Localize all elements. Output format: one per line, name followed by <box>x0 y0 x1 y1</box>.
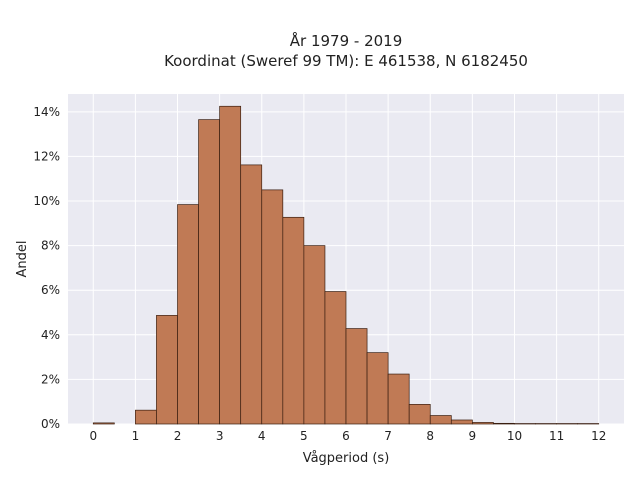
x-tick-label: 6 <box>342 429 350 443</box>
y-tick-label: 0% <box>41 417 60 431</box>
x-tick-label: 4 <box>258 429 266 443</box>
x-tick-label: 11 <box>549 429 564 443</box>
y-tick-label: 12% <box>33 149 60 163</box>
histogram-bar <box>282 216 305 425</box>
x-tick-label: 12 <box>591 429 606 443</box>
histogram-bar <box>219 105 242 425</box>
histogram-bar <box>240 164 263 425</box>
histogram-bar <box>366 352 389 425</box>
x-tick-label: 2 <box>174 429 182 443</box>
x-tick-label: 7 <box>384 429 392 443</box>
histogram-bars <box>92 105 600 425</box>
x-tick-label: 10 <box>507 429 522 443</box>
x-tick-label: 5 <box>300 429 308 443</box>
y-tick-label: 4% <box>41 328 60 342</box>
y-tick-labels: 0% 2% 4% 6% 8% 10% 12% 14% <box>33 105 60 431</box>
y-tick-label: 14% <box>33 105 60 119</box>
histogram-bar <box>324 291 347 425</box>
x-tick-label: 1 <box>132 429 140 443</box>
histogram-bar <box>261 189 284 425</box>
histogram-bar <box>387 373 410 425</box>
histogram-bar <box>493 422 515 425</box>
x-tick-label: 3 <box>216 429 224 443</box>
chart-title: År 1979 - 2019 <box>290 31 403 50</box>
y-tick-label: 10% <box>33 194 60 208</box>
y-tick-label: 6% <box>41 283 60 297</box>
x-tick-label: 9 <box>469 429 477 443</box>
y-tick-label: 8% <box>41 239 60 253</box>
histogram-bar <box>472 422 494 425</box>
histogram-bar <box>303 245 326 425</box>
chart-subtitle: Koordinat (Sweref 99 TM): E 461538, N 61… <box>164 52 528 70</box>
x-axis-label: Vågperiod (s) <box>303 451 390 466</box>
histogram-bar <box>450 419 473 425</box>
histogram-bar <box>345 328 368 425</box>
histogram-bar <box>198 119 220 425</box>
histogram-bar <box>177 204 199 425</box>
x-tick-labels: 0 1 2 3 4 5 6 7 8 9 10 11 12 <box>89 429 606 443</box>
histogram-bar <box>135 409 157 425</box>
histogram-bar <box>92 422 115 425</box>
histogram-bar <box>408 404 431 425</box>
y-tick-label: 2% <box>41 372 60 386</box>
x-tick-label: 8 <box>426 429 434 443</box>
histogram-bar <box>429 415 452 425</box>
x-tick-label: 0 <box>89 429 97 443</box>
y-axis-label: Andel <box>15 241 30 278</box>
histogram-bar <box>156 315 178 425</box>
